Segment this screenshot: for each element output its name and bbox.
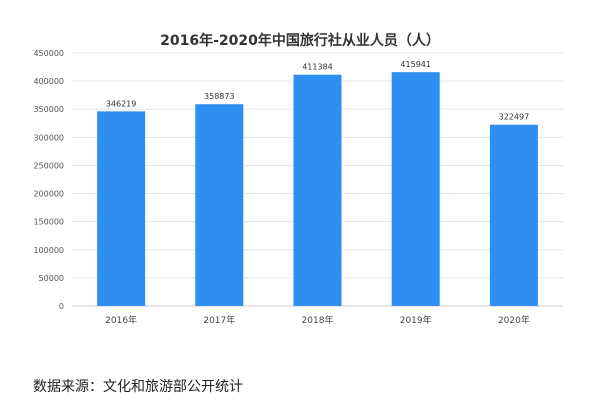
bar [391, 72, 440, 306]
bar [97, 111, 146, 306]
x-tick-label: 2020年 [498, 314, 530, 326]
data-label: 322497 [499, 113, 530, 122]
x-tick-label: 2019年 [400, 314, 432, 326]
y-tick-label: 0 [59, 302, 64, 311]
data-label: 358873 [204, 92, 235, 101]
y-tick-label: 100000 [33, 246, 64, 255]
y-tick-label: 300000 [33, 133, 64, 142]
x-tick-label: 2017年 [203, 314, 235, 326]
y-tick-label: 150000 [33, 218, 64, 227]
chart-title: 2016年-2020年中国旅行社从业人员（人） [160, 33, 440, 49]
data-label: 411384 [302, 63, 333, 72]
y-tick-label: 400000 [33, 77, 64, 86]
y-tick-label: 450000 [33, 49, 64, 58]
y-tick-label: 350000 [33, 105, 64, 114]
data-label: 346219 [106, 99, 137, 108]
y-tick-label: 200000 [33, 190, 64, 199]
data-label: 415941 [400, 60, 431, 69]
y-tick-label: 50000 [39, 274, 64, 283]
x-tick-label: 2018年 [302, 314, 334, 326]
source-note: 数据来源：文化和旅游部公开统计 [33, 379, 243, 395]
bar [195, 104, 244, 306]
bar [293, 74, 342, 306]
bar [489, 124, 538, 306]
y-tick-label: 250000 [33, 161, 64, 170]
x-tick-label: 2016年 [105, 314, 137, 326]
